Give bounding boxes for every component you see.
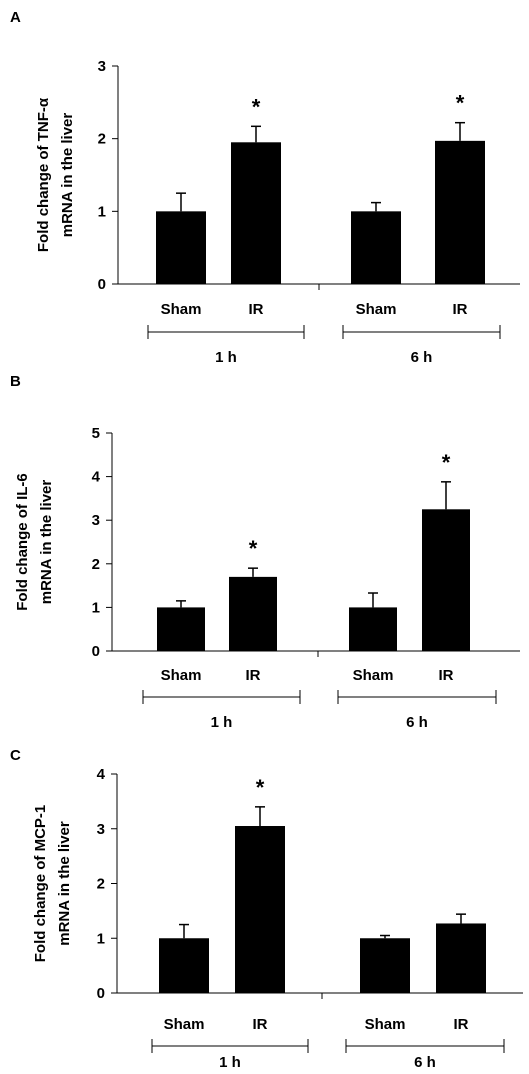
panel-a-category-label: Sham bbox=[356, 301, 397, 318]
panel-c-y-axis-label: mRNA in the liver bbox=[56, 821, 73, 946]
panel-c-category-label: IR bbox=[253, 1016, 268, 1033]
panel-b-bar bbox=[157, 607, 205, 651]
panel-b-ytick-label: 4 bbox=[92, 469, 101, 486]
panel-a-group-label: 1 h bbox=[215, 349, 237, 366]
panel-b-significance-marker: * bbox=[442, 450, 451, 475]
panel-c-category-label: Sham bbox=[365, 1016, 406, 1033]
panel-a-y-axis-label: mRNA in the liver bbox=[59, 113, 76, 238]
panel-c-ytick-label: 3 bbox=[97, 821, 105, 838]
panel-c-group-label: 1 h bbox=[219, 1054, 241, 1071]
panel-c-category-label: Sham bbox=[164, 1016, 205, 1033]
panel-c-y-axis-label: Fold change of MCP-1 bbox=[32, 805, 49, 963]
panel-c-ytick-label: 4 bbox=[97, 766, 106, 783]
panel-b-ytick-label: 5 bbox=[92, 425, 100, 442]
panel-b-category-label: Sham bbox=[161, 667, 202, 684]
panel-a-category-label: IR bbox=[453, 301, 468, 318]
panel-b-ytick-label: 1 bbox=[92, 599, 100, 616]
panel-a-bar bbox=[156, 211, 206, 284]
panel-a-bar bbox=[231, 142, 281, 284]
panel-a-ytick-label: 1 bbox=[98, 203, 106, 220]
panel-c-bar bbox=[159, 938, 209, 993]
panel-b-bar bbox=[422, 509, 470, 651]
panel-a-bar bbox=[435, 140, 485, 284]
panel-c-letter: C bbox=[10, 747, 21, 764]
panel-b-y-axis-label: Fold change of IL-6 bbox=[14, 473, 31, 611]
panel-a-ytick-label: 3 bbox=[98, 58, 106, 75]
panel-a-bar bbox=[351, 211, 401, 284]
panel-c-ytick-label: 1 bbox=[97, 930, 105, 947]
panel-a-significance-marker: * bbox=[456, 91, 465, 116]
panel-b-significance-marker: * bbox=[249, 536, 258, 561]
panel-a-ytick-label: 2 bbox=[98, 131, 106, 148]
panel-b-group-label: 6 h bbox=[406, 714, 428, 731]
panel-a-category-label: IR bbox=[249, 301, 264, 318]
panel-b-bar bbox=[229, 576, 277, 651]
panel-b-bar bbox=[349, 607, 397, 651]
panel-b-ytick-label: 2 bbox=[92, 556, 100, 573]
panel-b-category-label: IR bbox=[439, 667, 454, 684]
panel-c-ytick-label: 2 bbox=[97, 876, 105, 893]
panel-a-y-axis-label: Fold change of TNF-α bbox=[35, 97, 52, 252]
panel-c-category-label: IR bbox=[454, 1016, 469, 1033]
panel-b-category-label: Sham bbox=[353, 667, 394, 684]
panel-a-group-label: 6 h bbox=[411, 349, 433, 366]
panel-a-category-label: Sham bbox=[161, 301, 202, 318]
panel-b-letter: B bbox=[10, 373, 21, 390]
panel-c-group-label: 6 h bbox=[414, 1054, 436, 1071]
panel-b-ytick-label: 0 bbox=[92, 643, 100, 660]
panel-c-significance-marker: * bbox=[256, 775, 265, 800]
panel-b-ytick-label: 3 bbox=[92, 512, 100, 529]
panel-c-bar bbox=[436, 923, 486, 993]
panel-b-group-label: 1 h bbox=[211, 714, 233, 731]
panel-a-letter: A bbox=[10, 9, 21, 26]
panel-c-ytick-label: 0 bbox=[97, 985, 105, 1002]
panel-a-ytick-label: 0 bbox=[98, 276, 106, 293]
panel-a-significance-marker: * bbox=[252, 94, 261, 119]
panel-c-bar bbox=[360, 938, 410, 993]
panel-b-category-label: IR bbox=[246, 667, 261, 684]
panel-b-y-axis-label: mRNA in the liver bbox=[38, 480, 55, 605]
panel-c-bar bbox=[235, 826, 285, 993]
